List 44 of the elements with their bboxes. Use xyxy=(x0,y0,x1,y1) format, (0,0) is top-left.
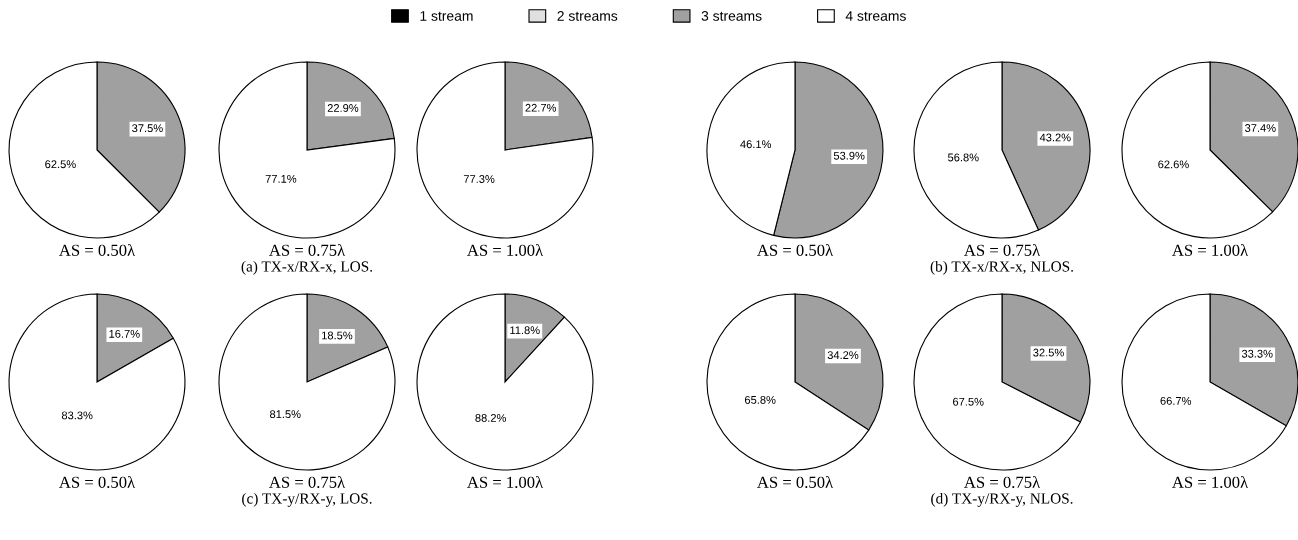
data-label: 37.4% xyxy=(1245,124,1276,132)
legend-label: 2 streams xyxy=(557,11,618,21)
text: (d) TX-y/RX-y, NLOS. xyxy=(931,492,1073,507)
data-label: 37.5% xyxy=(132,124,163,133)
text: AS = 1.00λ xyxy=(467,243,544,256)
data-label: 32.5% xyxy=(1033,348,1064,357)
text: AS = 1.00λ xyxy=(467,475,544,488)
text: AS = 0.50λ xyxy=(59,475,136,488)
legend-label: 4 streams xyxy=(845,11,906,21)
text: AS = 0.50λ xyxy=(757,475,834,488)
text: AS = 0.50λ xyxy=(757,243,834,256)
data-label: 16.7% xyxy=(109,329,140,338)
data-label: 62.6% xyxy=(1158,160,1189,169)
data-label: 81.5% xyxy=(269,410,301,419)
data-label: 22.7% xyxy=(525,103,557,112)
data-label: 62.5% xyxy=(45,160,76,169)
text: AS = 0.75λ xyxy=(269,243,346,256)
data-label: 33.3% xyxy=(1241,349,1273,358)
data-label: 46.1% xyxy=(740,140,772,149)
text: (c) TX-y/RX-y, LOS. xyxy=(242,492,372,507)
text: (a) TX-x/RX-x, LOS. xyxy=(241,260,373,275)
text: AS = 0.75λ xyxy=(269,475,346,488)
data-label: 77.3% xyxy=(463,175,495,183)
data-label: 11.8% xyxy=(510,326,540,335)
data-label: 88.2% xyxy=(475,414,507,422)
data-label: 77.1% xyxy=(265,174,297,183)
data-label: 34.2% xyxy=(827,351,859,359)
data-label: 22.9% xyxy=(327,104,359,112)
data-label: 53.9% xyxy=(833,151,865,160)
data-label: 67.5% xyxy=(953,397,984,406)
text: AS = 1.00λ xyxy=(1172,243,1249,256)
legend-label: 1 stream xyxy=(420,11,473,21)
data-label: 65.8% xyxy=(744,395,776,404)
text: AS = 0.50λ xyxy=(59,243,136,256)
data-label: 83.3% xyxy=(61,411,93,420)
text: AS = 0.75λ xyxy=(964,243,1041,256)
text: AS = 1.00λ xyxy=(1172,475,1249,488)
text: (b) TX-x/RX-x, NLOS. xyxy=(930,260,1073,275)
data-label: 66.7% xyxy=(1160,396,1192,405)
text: AS = 0.75λ xyxy=(964,475,1041,488)
data-label: 18.5% xyxy=(322,331,353,340)
legend-label: 3 streams xyxy=(701,11,762,21)
data-label: 43.2% xyxy=(1039,133,1071,142)
data-label: 56.8% xyxy=(947,153,979,162)
